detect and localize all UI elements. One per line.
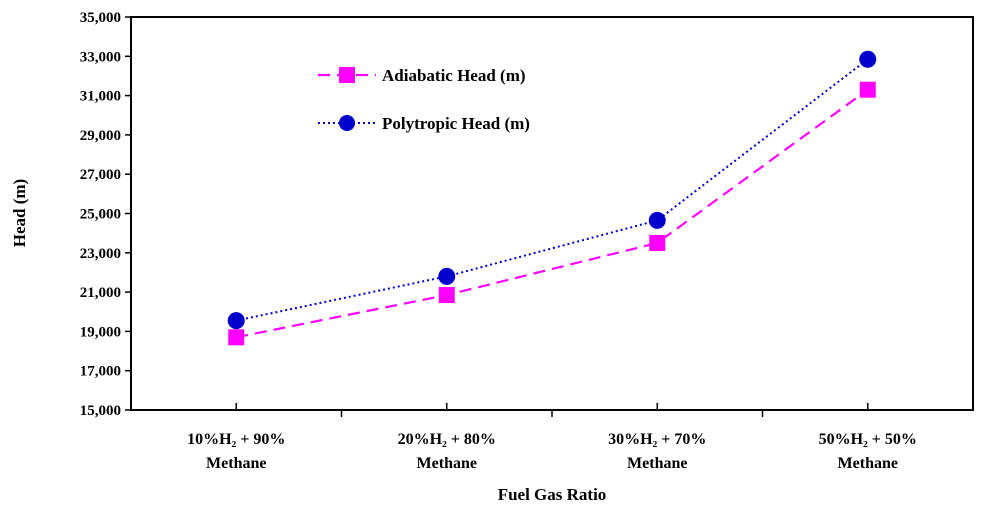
- y-tick-label: 19,000: [80, 324, 121, 340]
- x-category-label: 50%H₂ + 50% Methane: [819, 431, 917, 472]
- series-line: [236, 88, 869, 339]
- legend-marker-circle: [339, 115, 355, 131]
- y-axis-title: Head (m): [10, 179, 29, 247]
- y-tick-label: 21,000: [80, 285, 121, 301]
- y-tick-label: 29,000: [80, 128, 121, 144]
- data-point-square: [228, 329, 245, 346]
- data-point-circle: [859, 50, 877, 68]
- y-tick-label: 27,000: [80, 167, 121, 183]
- legend: Adiabatic Head (m) Polytropic Head (m): [318, 66, 530, 133]
- y-tick-label: 25,000: [80, 207, 121, 223]
- legend-label: Adiabatic Head (m): [382, 66, 526, 85]
- x-axis: 10%H₂ + 90% Methane 20%H₂ + 80% Methane 30%H…: [187, 403, 917, 472]
- x-category-label: 30%H₂ + 70% Methane: [608, 431, 706, 472]
- y-tick-label: 35,000: [80, 10, 121, 26]
- data-point-circle: [438, 267, 456, 285]
- data-point-circle: [648, 211, 666, 229]
- y-axis: 15,000 17,000 19,000 21,000 23,000 25,000 27,0…: [80, 10, 131, 419]
- y-tick-label: 31,000: [80, 89, 121, 105]
- y-tick-label: 23,000: [80, 246, 121, 262]
- data-point-circle: [227, 312, 245, 330]
- series-layer: [227, 50, 877, 346]
- legend-label: Polytropic Head (m): [382, 114, 530, 133]
- y-tick-label: 15,000: [80, 403, 121, 419]
- x-category-label: 10%H₂ + 90% Methane: [187, 431, 285, 472]
- series-polytropic: [227, 50, 877, 330]
- x-category-label: 20%H₂ + 80% Methane: [398, 431, 496, 472]
- x-axis-title: Fuel Gas Ratio: [498, 485, 607, 504]
- y-tick-label: 33,000: [80, 49, 121, 65]
- series-adiabatic: [228, 81, 876, 346]
- y-tick-label: 17,000: [80, 364, 121, 380]
- series-line: [236, 58, 869, 322]
- legend-marker-square: [339, 67, 355, 83]
- data-point-square: [649, 234, 666, 251]
- data-point-square: [859, 81, 876, 98]
- data-point-square: [438, 287, 455, 304]
